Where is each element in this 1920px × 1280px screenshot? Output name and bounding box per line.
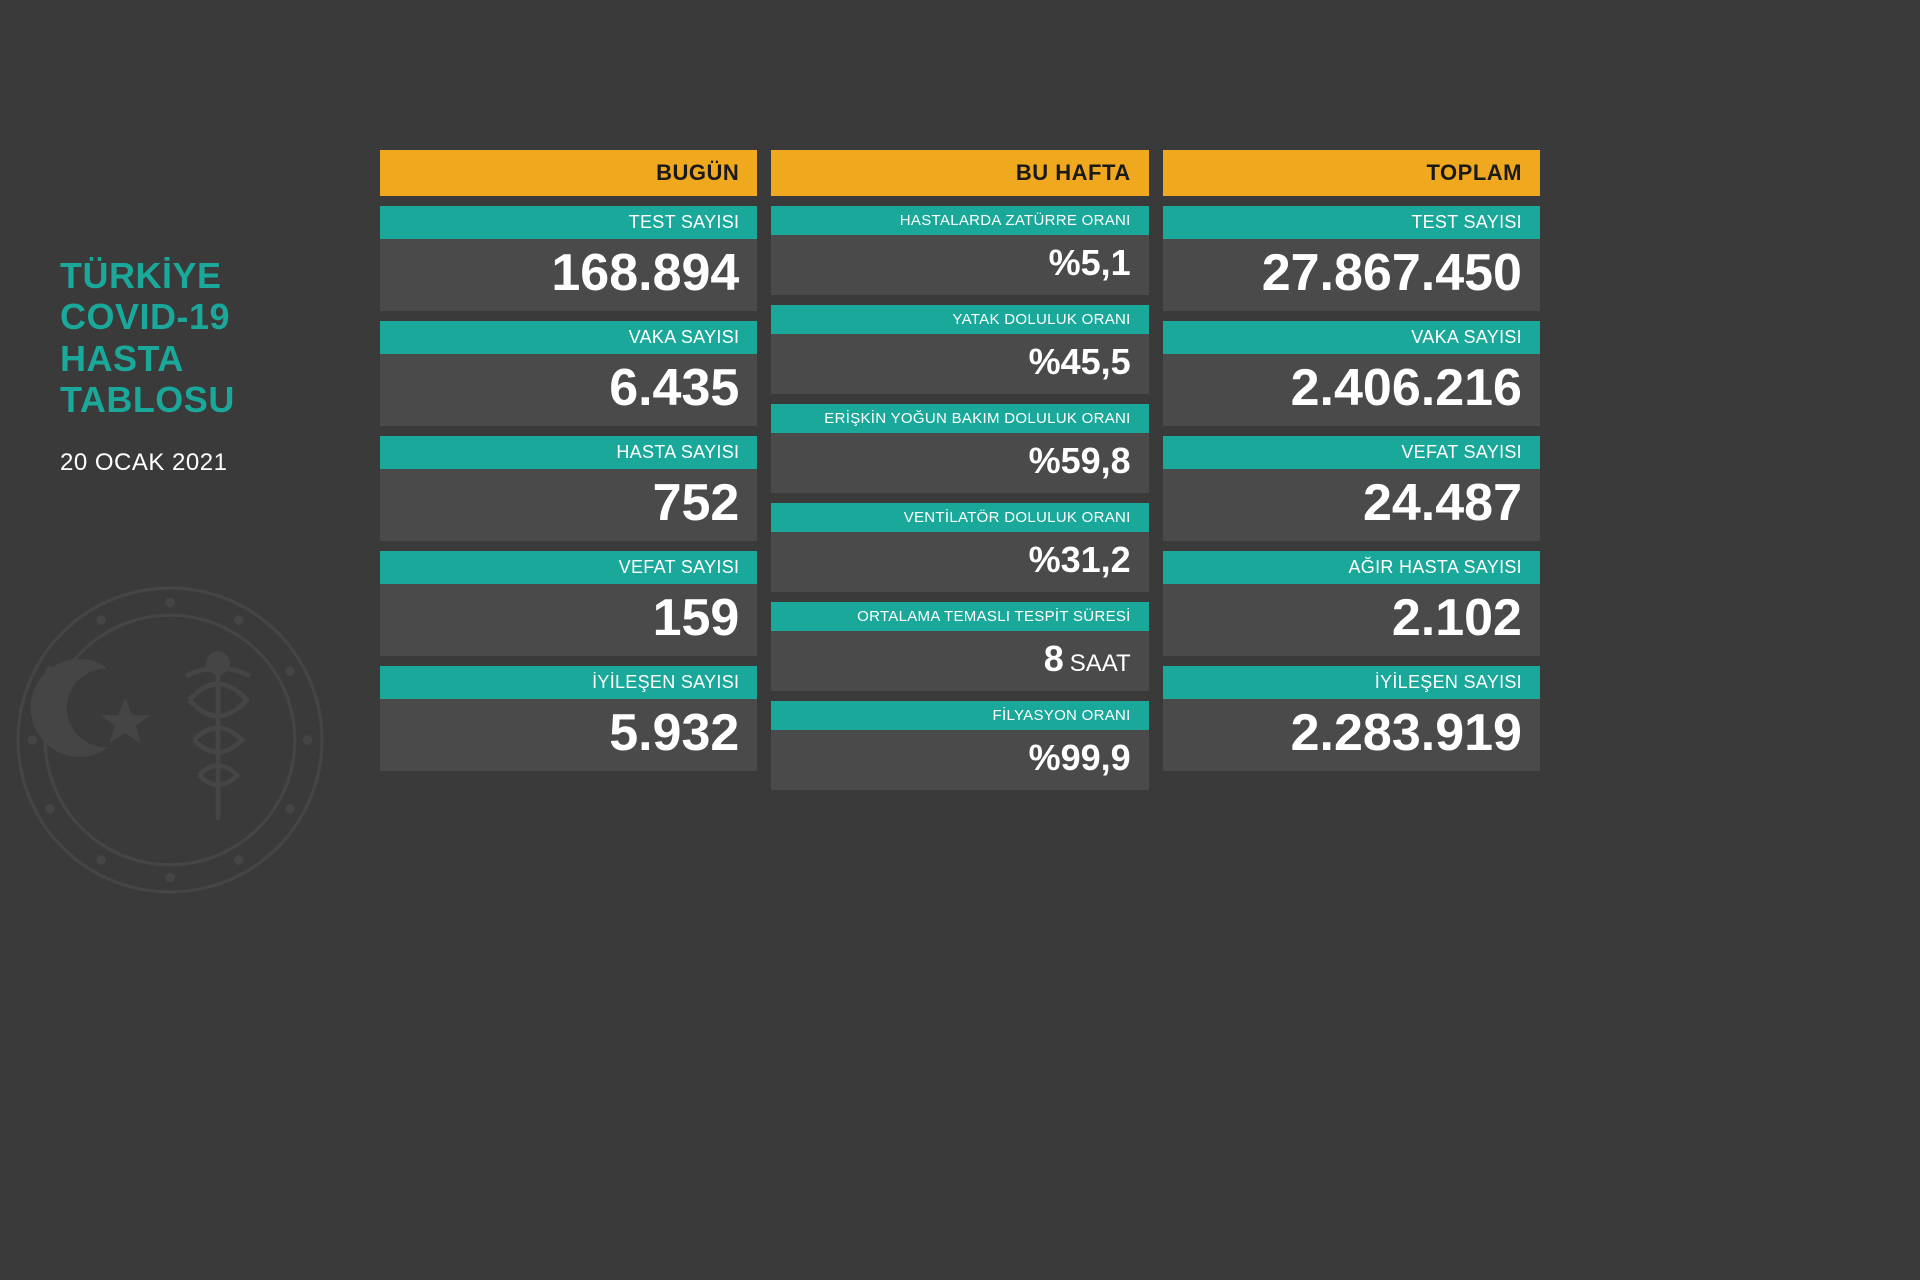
sidebar: TÜRKİYE COVID-19 HASTA TABLOSU 20 OCAK 2… — [60, 150, 340, 790]
stat-label: VENTİLATÖR DOLULUK ORANI — [771, 503, 1148, 532]
stat-week-contact-time: ORTALAMA TEMASLI TESPİT SÜRESİ 8SAAT — [771, 602, 1148, 691]
stat-value: 752 — [380, 469, 757, 541]
stat-today-recovered: İYİLEŞEN SAYISI 5.932 — [380, 666, 757, 771]
stat-value: 2.406.216 — [1163, 354, 1540, 426]
column-total: TOPLAM TEST SAYISI 27.867.450 VAKA SAYIS… — [1163, 150, 1540, 790]
stat-week-filiation: FİLYASYON ORANI %99,9 — [771, 701, 1148, 790]
column-header-today: BUGÜN — [380, 150, 757, 196]
stat-today-patients: HASTA SAYISI 752 — [380, 436, 757, 541]
stat-label: YATAK DOLULUK ORANI — [771, 305, 1148, 334]
title-line-4: TABLOSU — [60, 379, 340, 420]
stat-total-cases: VAKA SAYISI 2.406.216 — [1163, 321, 1540, 426]
title-line-3: HASTA — [60, 338, 340, 379]
stat-value: 24.487 — [1163, 469, 1540, 541]
report-date: 20 OCAK 2021 — [60, 449, 340, 477]
stat-label: VAKA SAYISI — [1163, 321, 1540, 354]
stat-value-unit: SAAT — [1070, 650, 1131, 677]
stat-total-recovered: İYİLEŞEN SAYISI 2.283.919 — [1163, 666, 1540, 771]
stat-label: TEST SAYISI — [380, 206, 757, 239]
column-header-week: BU HAFTA — [771, 150, 1148, 196]
page-title: TÜRKİYE COVID-19 HASTA TABLOSU — [60, 255, 340, 421]
column-header-total: TOPLAM — [1163, 150, 1540, 196]
column-today: BUGÜN TEST SAYISI 168.894 VAKA SAYISI 6.… — [380, 150, 757, 790]
stat-value: %5,1 — [771, 235, 1148, 295]
stat-label: VEFAT SAYISI — [380, 551, 757, 584]
stat-value: 8SAAT — [771, 631, 1148, 691]
stat-value: 2.102 — [1163, 584, 1540, 656]
stat-label: ORTALAMA TEMASLI TESPİT SÜRESİ — [771, 602, 1148, 631]
stat-today-deaths: VEFAT SAYISI 159 — [380, 551, 757, 656]
stat-today-tests: TEST SAYISI 168.894 — [380, 206, 757, 311]
stat-value: 5.932 — [380, 699, 757, 771]
stat-value: 2.283.919 — [1163, 699, 1540, 771]
column-week: BU HAFTA HASTALARDA ZATÜRRE ORANI %5,1 Y… — [771, 150, 1148, 790]
stat-week-icu: ERİŞKİN YOĞUN BAKIM DOLULUK ORANI %59,8 — [771, 404, 1148, 493]
ministry-seal-icon — [10, 580, 330, 900]
stat-label: VEFAT SAYISI — [1163, 436, 1540, 469]
stat-total-deaths: VEFAT SAYISI 24.487 — [1163, 436, 1540, 541]
stat-label: AĞIR HASTA SAYISI — [1163, 551, 1540, 584]
stat-today-cases: VAKA SAYISI 6.435 — [380, 321, 757, 426]
stat-value-number: 8 — [1044, 638, 1064, 679]
stat-value: 6.435 — [380, 354, 757, 426]
stat-label: HASTA SAYISI — [380, 436, 757, 469]
stat-label: FİLYASYON ORANI — [771, 701, 1148, 730]
stat-label: İYİLEŞEN SAYISI — [1163, 666, 1540, 699]
stat-label: HASTALARDA ZATÜRRE ORANI — [771, 206, 1148, 235]
covid-dashboard: TÜRKİYE COVID-19 HASTA TABLOSU 20 OCAK 2… — [60, 150, 1540, 790]
stat-label: İYİLEŞEN SAYISI — [380, 666, 757, 699]
stat-value: %45,5 — [771, 334, 1148, 394]
stat-total-tests: TEST SAYISI 27.867.450 — [1163, 206, 1540, 311]
title-line-2: COVID-19 — [60, 296, 340, 337]
stat-label: ERİŞKİN YOĞUN BAKIM DOLULUK ORANI — [771, 404, 1148, 433]
stat-label: VAKA SAYISI — [380, 321, 757, 354]
stat-label: TEST SAYISI — [1163, 206, 1540, 239]
stat-value: %59,8 — [771, 433, 1148, 493]
stat-value: 27.867.450 — [1163, 239, 1540, 311]
stat-week-pneumonia: HASTALARDA ZATÜRRE ORANI %5,1 — [771, 206, 1148, 295]
stat-value: %31,2 — [771, 532, 1148, 592]
title-line-1: TÜRKİYE — [60, 255, 340, 296]
stat-week-ventilator: VENTİLATÖR DOLULUK ORANI %31,2 — [771, 503, 1148, 592]
stat-total-severe: AĞIR HASTA SAYISI 2.102 — [1163, 551, 1540, 656]
stat-value: 159 — [380, 584, 757, 656]
stat-week-bed: YATAK DOLULUK ORANI %45,5 — [771, 305, 1148, 394]
stats-columns: BUGÜN TEST SAYISI 168.894 VAKA SAYISI 6.… — [380, 150, 1540, 790]
stat-value: 168.894 — [380, 239, 757, 311]
stat-value: %99,9 — [771, 730, 1148, 790]
